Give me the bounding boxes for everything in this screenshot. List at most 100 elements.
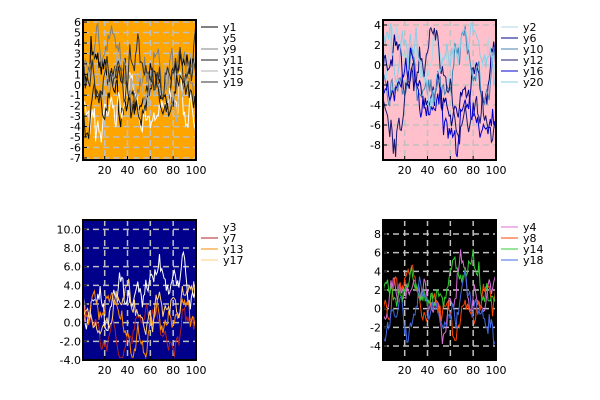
x-tick-label: 80 [166,364,180,377]
y-tick-label: -4 [370,340,381,353]
series-line-y17 [82,278,197,336]
y-tick-label: -3 [70,110,81,123]
legend-label-y15: y15 [223,65,244,78]
y-tick-label: 2 [74,58,81,71]
y-tick-label: 3 [74,47,81,60]
x-tick-label: 80 [166,164,180,177]
series-line-y18 [382,270,497,345]
x-tick-label: 40 [421,164,435,177]
legend-label-y13: y13 [223,243,244,256]
y-tick-label: 4 [74,37,81,50]
plot-frame [382,19,497,161]
legend-label-y16: y16 [523,65,544,78]
legend-label-y8: y8 [523,232,537,245]
y-tick-label: -2.0 [60,335,81,348]
x-tick-label: 60 [443,364,457,377]
x-tick-label: 20 [98,164,112,177]
y-tick-label: 4.0 [64,279,82,292]
legend-label-y20: y20 [523,76,544,89]
legend-label-y9: y9 [223,43,237,56]
x-tick-label: 20 [398,364,412,377]
x-tick-label: 60 [443,164,457,177]
x-tick-label: 80 [466,364,480,377]
y-tick-label: -6 [370,119,381,132]
x-tick-label: 20 [398,164,412,177]
legend-label-y5: y5 [223,32,237,45]
x-tick-label: 100 [486,164,507,177]
y-tick-label: 1 [74,68,81,81]
series-line-y13 [82,289,197,360]
y-tick-label: -7 [70,152,81,165]
legend-label-y14: y14 [523,243,544,256]
y-tick-label: 8 [374,228,381,241]
y-tick-label: -5 [70,131,81,144]
legend-label-y11: y11 [223,54,244,67]
legend-label-y7: y7 [223,232,237,245]
x-tick-label: 60 [143,164,157,177]
legend-label-y1: y1 [223,21,237,34]
x-tick-label: 100 [186,164,207,177]
plot-area-background [383,220,496,360]
series-line-y16 [382,47,497,158]
y-tick-label: 8.0 [64,242,82,255]
series-line-y8 [382,264,497,341]
series-line-y11 [82,57,197,139]
legend-label-y6: y6 [523,32,537,45]
legend-label-y2: y2 [523,21,537,34]
series-line-y3 [82,250,197,332]
y-tick-label: 0 [374,303,381,316]
legend-label-y18: y18 [523,254,544,267]
x-tick-label: 40 [121,164,135,177]
x-tick-label: 100 [486,364,507,377]
plot-frame [82,19,197,161]
series-line-y12 [382,26,497,158]
y-tick-label: -8 [370,139,381,152]
legend-label-y3: y3 [223,221,237,234]
plot-frame [82,219,197,361]
x-tick-label: 100 [186,364,207,377]
panel-bottom-left: 20 40 60 80 100 -4.0 -2.0 0.0 2.0 4.0 6.0 8.0 10.0 y3… [57,219,244,377]
y-tick-label: 4 [374,19,381,32]
y-tick-label: -2 [370,79,381,92]
y-tick-label: 5 [74,27,81,40]
y-tick-label: 2 [374,39,381,52]
series-line-y19 [82,23,197,104]
x-tick-label: 80 [466,164,480,177]
series-line-y10 [382,25,497,107]
x-tick-label: 20 [98,364,112,377]
y-tick-label: -4.0 [60,354,81,367]
series-line-y7 [82,304,197,358]
y-tick-label: 4 [374,265,381,278]
x-tick-label: 40 [121,364,135,377]
legend-label-y4: y4 [523,221,537,234]
y-tick-label: 10.0 [57,223,82,236]
y-tick-label: -6 [70,141,81,154]
legend-label-y17: y17 [223,254,244,267]
y-tick-label: 6 [74,16,81,29]
y-tick-label: 2.0 [64,298,82,311]
y-tick-label: -1 [70,89,81,102]
series-line-y9 [82,21,197,111]
y-tick-label: -2 [70,100,81,113]
y-tick-label: 6 [374,247,381,260]
series-line-y20 [382,22,497,112]
y-tick-label: 2 [374,284,381,297]
x-tick-label: 40 [421,364,435,377]
legend-label-y10: y10 [523,43,544,56]
series-line-y15 [82,50,197,123]
x-tick-label: 60 [143,364,157,377]
legend-label-y12: y12 [523,54,544,67]
y-tick-label: -2 [370,321,381,334]
y-tick-label: 6.0 [64,261,82,274]
y-tick-label: -4 [70,121,81,134]
y-tick-label: 0.0 [64,317,82,330]
legend-label-y19: y19 [223,76,244,89]
